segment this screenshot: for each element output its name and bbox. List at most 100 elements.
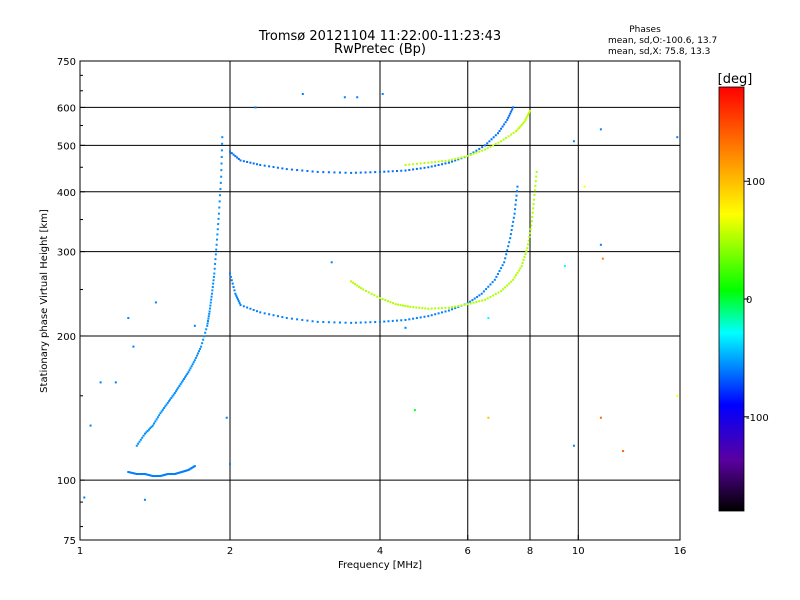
trace-point-E-rise <box>174 390 177 393</box>
trace-point-E-rise <box>208 310 211 313</box>
chart-title: Tromsø 20121104 11:22:00-11:23:43 <box>258 29 501 44</box>
trace-point-F1-O <box>359 321 362 324</box>
trace-point-low-E <box>156 475 159 478</box>
trace-point-F1-O <box>495 275 498 278</box>
trace-point-E-rise <box>182 377 185 380</box>
scatter-point <box>229 463 231 466</box>
scatter-point <box>601 257 604 260</box>
trace-point-F2-O <box>484 144 487 147</box>
trace-point-E-rise <box>221 142 224 145</box>
trace-point-F1-O <box>233 289 236 292</box>
trace-point-F1-X <box>517 269 520 272</box>
trace-point-low-E <box>173 473 176 476</box>
trace-point-F1-O <box>236 296 239 299</box>
scatter-point <box>114 381 117 384</box>
trace-point-F2-O <box>306 170 309 173</box>
trace-point-F2-X <box>454 157 457 160</box>
trace-point-F2-O <box>441 163 444 166</box>
trace-point-E-rise <box>209 304 212 307</box>
trace-point-F1-O <box>276 315 279 318</box>
trace-point-E-rise <box>208 312 211 315</box>
scatter-point <box>572 140 575 143</box>
scatter-point <box>413 409 416 412</box>
trace-point-E-rise <box>204 331 207 334</box>
trace-point-F1-O <box>447 309 450 312</box>
trace-point-F1-O <box>391 319 394 322</box>
trace-point-F1-X <box>526 243 529 246</box>
trace-point-F2-O <box>400 169 403 172</box>
trace-point-F2-O <box>301 169 304 172</box>
y-tick-label: 100 <box>57 476 76 487</box>
trace-point-E-rise <box>215 243 218 246</box>
trace-point-F2-X <box>520 123 523 126</box>
trace-point-F1-O <box>232 286 235 289</box>
trace-point-F1-X <box>364 289 367 292</box>
trace-point-F2-O <box>486 142 489 145</box>
trace-point-F1-O <box>235 294 238 297</box>
trace-point-F1-O <box>338 321 341 324</box>
trace-point-E-rise <box>213 272 216 275</box>
trace-point-F1-X <box>513 276 516 279</box>
trace-point-E-rise <box>203 335 206 338</box>
trace-point-F1-X <box>525 250 528 253</box>
trace-point-F2-O <box>408 168 411 171</box>
trace-point-E-rise <box>217 212 220 215</box>
trace-point-E-rise <box>189 367 192 370</box>
x-tick-label: 4 <box>377 546 383 557</box>
trace-point-E-rise <box>190 365 193 368</box>
trace-point-F1-X <box>500 290 503 293</box>
trace-point-low-E <box>149 474 152 477</box>
trace-point-low-E <box>177 472 180 475</box>
scatter-point <box>330 261 333 264</box>
trace-point-F2-O <box>232 153 235 156</box>
trace-point-E-rise <box>218 206 221 209</box>
trace-point-F1-X <box>356 284 359 287</box>
scatter-point <box>83 496 86 499</box>
trace-point-F1-X <box>358 285 361 288</box>
trace-point-F1-X <box>370 292 373 295</box>
trace-point-F1-X <box>504 286 507 289</box>
trace-point-F1-X <box>394 303 397 306</box>
trace-point-F1-O <box>500 267 503 270</box>
trace-point-F1-X <box>492 294 495 297</box>
trace-point-F1-X <box>508 282 511 285</box>
trace-point-low-E <box>134 472 137 475</box>
trace-point-F2-O <box>383 170 386 173</box>
trace-point-F1-O <box>252 308 255 311</box>
trace-point-F1-O <box>487 285 490 288</box>
trace-point-F1-O <box>400 319 403 322</box>
trace-point-E-rise <box>214 262 217 265</box>
trace-point-F2-X <box>423 162 426 165</box>
trace-point-F1-X <box>530 224 533 227</box>
trace-point-F1-O <box>242 305 245 308</box>
trace-point-E-rise <box>138 440 141 443</box>
trace-point-F2-O <box>236 156 239 159</box>
trace-point-E-rise <box>220 155 223 158</box>
trace-point-E-rise <box>180 381 183 384</box>
trace-point-F1-X <box>532 207 535 210</box>
trace-point-F1-O <box>496 272 499 275</box>
trace-point-F1-O <box>272 314 275 317</box>
trace-point-E-rise <box>220 169 223 172</box>
trace-point-F2-O <box>350 171 353 174</box>
trace-point-E-rise <box>201 342 204 345</box>
trace-point-F1-O <box>229 275 232 278</box>
trace-point-F2-O <box>281 167 284 170</box>
trace-point-F2-X <box>519 125 522 128</box>
trace-point-F2-O <box>285 168 288 171</box>
trace-point-F2-X <box>478 150 481 153</box>
trace-point-low-E <box>180 470 183 473</box>
trace-point-F1-O <box>327 321 330 324</box>
trace-point-E-rise <box>178 384 181 387</box>
data-points <box>83 92 679 501</box>
trace-point-F1-X <box>386 300 389 303</box>
trace-point-F2-O <box>437 163 440 166</box>
trace-point-E-rise <box>198 350 201 353</box>
trace-point-F1-X <box>524 253 527 256</box>
trace-point-F2-O <box>246 160 249 163</box>
colorbar-ticks: 100 0 -100 <box>744 177 769 424</box>
trace-point-E-rise <box>186 372 189 375</box>
trace-point-F2-O <box>415 167 418 170</box>
trace-point-low-E <box>142 473 145 476</box>
